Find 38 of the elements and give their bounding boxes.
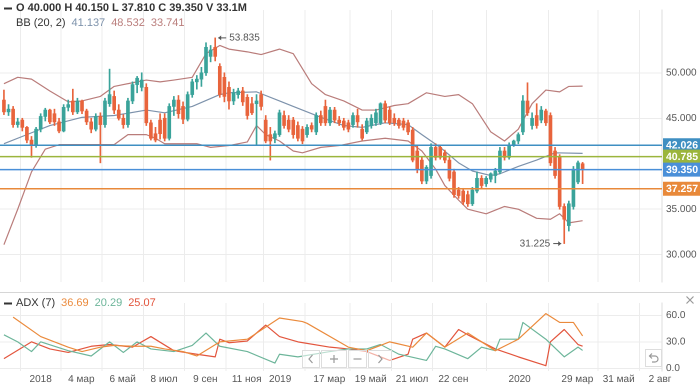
x-tick-label: 29 мар — [561, 374, 594, 385]
annotation: 20.29 — [94, 297, 122, 309]
y-tick-label: 50.000 — [666, 68, 698, 79]
annotation: BB (20, 2) — [16, 17, 66, 29]
ref-line-label: 40.785 — [666, 150, 698, 163]
annotation: 48.532 — [111, 17, 145, 29]
annotation: 25.07 — [128, 297, 156, 309]
x-tick-label: 2 авг — [648, 374, 672, 385]
y-tick-label: 30.0 — [666, 336, 686, 348]
ref-line-label: 42.026 — [666, 140, 698, 152]
y-tick-label: 30.000 — [666, 249, 698, 260]
x-tick-label: 11 ноя — [232, 374, 262, 385]
annotation: 33.741 — [150, 17, 184, 29]
x-tick-label: 9 сен — [193, 374, 218, 385]
x-tick-label: 4 мар — [68, 374, 95, 385]
x-tick-label: 8 июл — [150, 374, 178, 385]
y-tick-label: 45.000 — [666, 113, 698, 124]
annotation: 53.835 — [229, 32, 260, 44]
annotation: 36.69 — [61, 297, 89, 309]
x-tick-label: 22 сен — [438, 374, 468, 385]
x-tick-label: 6 май — [110, 374, 136, 385]
annotation: ADX (7) — [16, 297, 56, 309]
x-tick-label: 31 май — [602, 374, 635, 385]
y-tick-label: 0.0 — [666, 363, 680, 374]
annotation: 31.225 — [520, 238, 551, 250]
annotation: O 40.000 H 40.150 L 37.810 C 39.350 V 33.1M — [16, 2, 247, 14]
ref-line-label: 37.257 — [666, 183, 698, 196]
x-tick-label: 21 июл — [396, 374, 428, 385]
x-tick-label: 17 мар — [313, 374, 346, 385]
x-tick-label: 2020 — [508, 374, 532, 385]
y-tick-label: 35.000 — [666, 204, 698, 215]
ref-line-label: 39.350 — [666, 164, 698, 176]
x-tick-label: 19 май — [354, 374, 387, 385]
y-tick-label: 60.0 — [666, 310, 686, 322]
candlestick — [254, 94, 258, 146]
annotation: 41.137 — [72, 17, 106, 29]
x-tick-label: 2018 — [30, 374, 52, 385]
x-tick-label: 2019 — [269, 374, 292, 385]
